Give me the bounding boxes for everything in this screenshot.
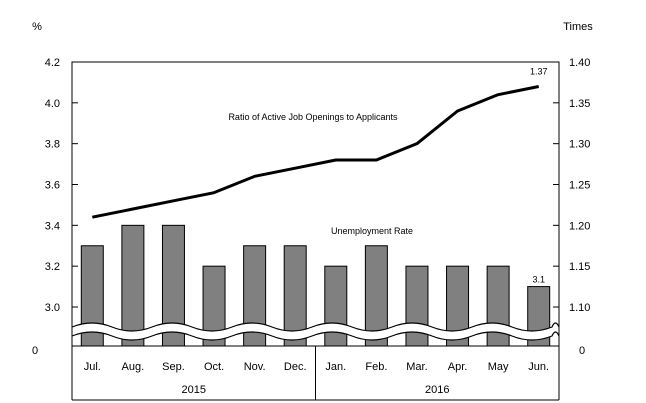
axis-break bbox=[71, 322, 560, 341]
bar-series-label: Unemployment Rate bbox=[331, 226, 413, 236]
axis-break-line-bottom bbox=[71, 331, 560, 341]
category-label: Oct. bbox=[204, 361, 224, 373]
text-layer: 3.0 3.2 3.4 3.6 3.8 4.0 4.2 1.10 1.15 1.20 1.25 1.3… bbox=[32, 21, 593, 396]
bars-layer bbox=[80, 224, 551, 347]
bar bbox=[324, 265, 348, 347]
right-zero-label: 0 bbox=[579, 345, 585, 357]
left-tick-label: 3.8 bbox=[45, 139, 60, 151]
bar bbox=[121, 224, 145, 347]
category-label: Nov. bbox=[244, 361, 266, 373]
category-label: May bbox=[488, 361, 509, 373]
right-unit-label: Times bbox=[563, 21, 593, 33]
category-label: Apr. bbox=[448, 361, 468, 373]
axis-break-band bbox=[72, 323, 559, 340]
left-tick-label: 4.0 bbox=[45, 98, 60, 110]
category-label: Aug. bbox=[122, 361, 145, 373]
line-layer bbox=[91, 85, 540, 219]
plot-frame bbox=[71, 61, 560, 401]
year-label: 2015 bbox=[182, 384, 206, 396]
category-label: Jun. bbox=[528, 361, 549, 373]
right-tick-label: 1.25 bbox=[569, 180, 590, 192]
category-label: Feb. bbox=[365, 361, 387, 373]
data-label: 3.1 bbox=[532, 275, 545, 285]
year-label: 2016 bbox=[425, 384, 449, 396]
right-tick-label: 1.10 bbox=[569, 302, 590, 314]
plot-border bbox=[71, 61, 560, 347]
category-label: Jul. bbox=[84, 361, 101, 373]
right-tick-label: 1.15 bbox=[569, 261, 590, 273]
data-label: 1.37 bbox=[530, 67, 548, 77]
right-tick-label: 1.40 bbox=[569, 57, 590, 69]
left-tick-label: 3.4 bbox=[45, 220, 60, 232]
line-series-label: Ratio of Active Job Openings to Applican… bbox=[228, 112, 398, 122]
axis-break-line-top bbox=[71, 322, 560, 332]
ratio-line bbox=[91, 85, 540, 219]
left-zero-label: 0 bbox=[32, 345, 38, 357]
category-label: Jan. bbox=[325, 361, 346, 373]
left-tick-label: 3.6 bbox=[45, 180, 60, 192]
left-tick-label: 4.2 bbox=[45, 57, 60, 69]
left-tick-label: 3.0 bbox=[45, 302, 60, 314]
category-label: Mar. bbox=[406, 361, 427, 373]
category-label: Dec. bbox=[284, 361, 307, 373]
right-tick-label: 1.30 bbox=[569, 139, 590, 151]
right-tick-label: 1.35 bbox=[569, 98, 590, 110]
category-label: Sep. bbox=[162, 361, 185, 373]
right-tick-label: 1.20 bbox=[569, 220, 590, 232]
left-unit-label: % bbox=[32, 21, 42, 33]
left-tick-label: 3.2 bbox=[45, 261, 60, 273]
